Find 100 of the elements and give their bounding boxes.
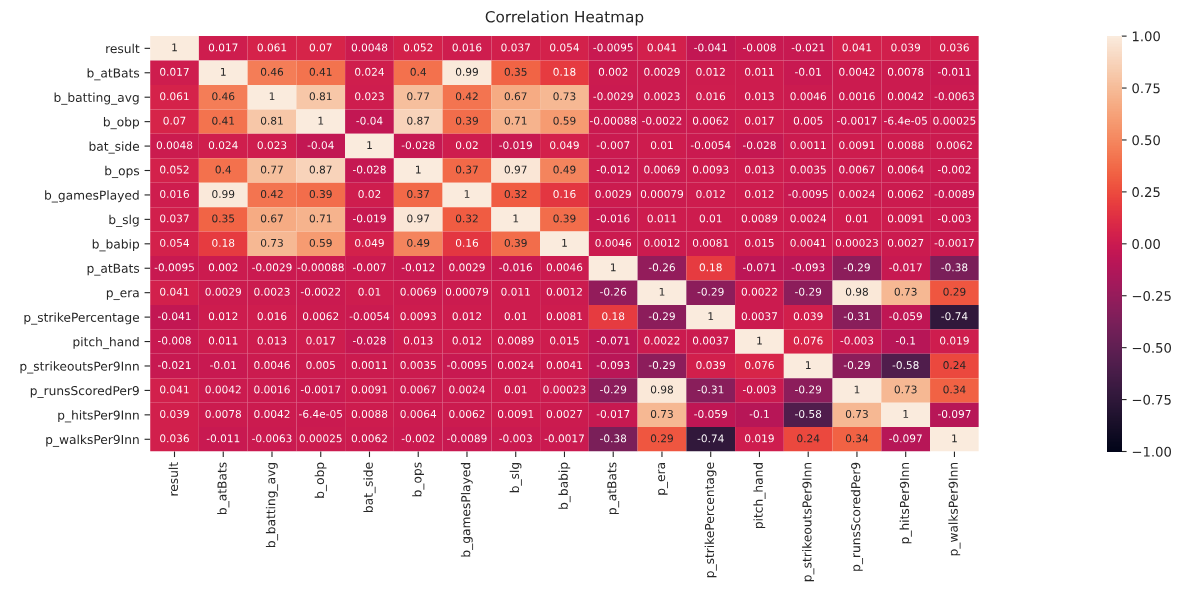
data-label: -0.007 [352,263,386,272]
data-label: 1 [611,263,616,272]
data-label: 0.07 [163,116,186,125]
data-label: 0.99 [212,190,235,198]
data-label: 0.35 [212,214,235,223]
data-label: 0.0093 [400,312,436,321]
data-label: 0.0022 [741,287,777,296]
data-label: 0.0029 [595,190,631,198]
data-label: 0.023 [257,141,287,150]
data-label: 0.0029 [449,263,485,272]
data-label: 0.00079 [445,287,489,296]
data-label: 0.0088 [887,141,924,150]
data-label: 0.0046 [595,238,632,247]
data-label: 1 [269,92,275,101]
data-label: 0.054 [550,43,579,52]
data-label: 0.024 [355,67,384,76]
data-label: 1 [416,165,421,174]
data-label: 0.01 [504,312,527,321]
data-label: 0.0088 [351,409,388,418]
data-label: 0.4 [410,67,427,76]
data-label: 0.011 [745,67,774,76]
data-label: -0.016 [596,214,630,223]
data-label: -0.0063 [252,434,292,443]
data-label: 0.023 [355,92,384,101]
data-label: 0.013 [257,336,287,345]
data-label: 0.036 [940,43,969,52]
data-label: 0.00023 [835,238,878,247]
data-label: -0.26 [600,287,627,296]
x-tick-label: p_strikePercentage [704,462,717,578]
data-label: 0.07 [309,43,332,52]
data-label: 0.0035 [790,165,826,174]
data-label: -0.29 [795,287,822,296]
data-label: 0.016 [160,190,189,198]
data-label: 0.32 [504,190,527,198]
color-bar-label: −0.25 [1132,290,1171,301]
data-label: 0.59 [309,238,332,247]
data-label: 0.019 [940,336,969,345]
data-label: 0.013 [403,336,433,345]
x-tick-label: p_runsScoredPer9 [850,462,864,571]
data-label: 0.0064 [400,409,437,418]
data-label: -0.29 [843,361,870,370]
y-tick-label: p_era [106,290,139,301]
data-label: 1 [464,190,470,198]
data-label: -0.011 [206,434,240,443]
data-label: 0.0091 [497,409,534,418]
x-tick-label: bat_side [363,462,376,512]
data-label: 0.0091 [839,141,875,150]
data-label: 0.039 [160,409,189,418]
data-label: 0.0062 [887,190,924,198]
data-label: 0.0024 [839,190,875,198]
data-label: -0.016 [499,263,533,272]
data-label: 0.0093 [692,165,729,174]
color-bar-label: −0.50 [1132,342,1172,353]
data-label: -0.041 [158,312,191,321]
data-label: 0.052 [403,43,433,52]
data-label: 0.16 [455,238,479,247]
data-label: 0.18 [699,263,722,272]
x-tick-label: p_strikeoutsPer9Inn [802,462,815,582]
data-label: -0.021 [158,361,191,370]
data-label: -0.1 [895,336,916,345]
data-label: 0.00025 [933,116,976,125]
data-label: 0.015 [745,238,774,247]
data-label: -0.0022 [642,116,682,125]
data-label: 0.049 [355,238,384,247]
data-label: 0.24 [943,361,966,370]
data-label: -0.028 [352,336,386,345]
data-label: 0.017 [745,116,774,125]
data-label: 0.0022 [644,336,680,345]
y-tick-label: p_atBats [87,263,140,276]
data-label: 0.016 [257,312,287,321]
data-label: 0.041 [160,287,189,296]
data-label: 0.041 [647,43,677,52]
data-label: 0.011 [208,336,238,345]
data-label: 0.87 [407,116,430,125]
data-label: 0.0064 [887,165,924,174]
data-label: 0.061 [257,43,287,52]
data-label: 0.017 [208,43,238,52]
data-label: 0.0041 [546,361,582,370]
data-label: 0.0046 [790,92,826,101]
data-label: 0.98 [845,287,868,296]
data-label: -0.0089 [934,190,975,198]
data-label: 0.35 [504,67,527,76]
data-label: 0.01 [699,214,722,223]
data-label: 0.0046 [546,263,583,272]
data-label: 0.041 [160,385,189,394]
data-label: 0.39 [455,116,478,125]
data-label: 0.013 [745,92,774,101]
data-label: -0.29 [843,263,870,272]
x-tick-label: p_atBats [607,462,620,514]
data-label: 0.054 [160,238,190,247]
data-label: 1 [318,116,324,125]
data-label: 0.0023 [254,287,290,296]
data-label: -0.021 [791,43,825,52]
data-label: 0.049 [550,141,579,150]
data-label: 0.061 [160,92,189,101]
data-label: 0.0024 [449,385,485,394]
x-tick-label: p_walksPer9Inn [948,462,961,556]
data-label: 0.0078 [205,409,241,418]
data-label: 0.29 [943,287,966,296]
color-bar-label: 0.25 [1132,187,1160,198]
